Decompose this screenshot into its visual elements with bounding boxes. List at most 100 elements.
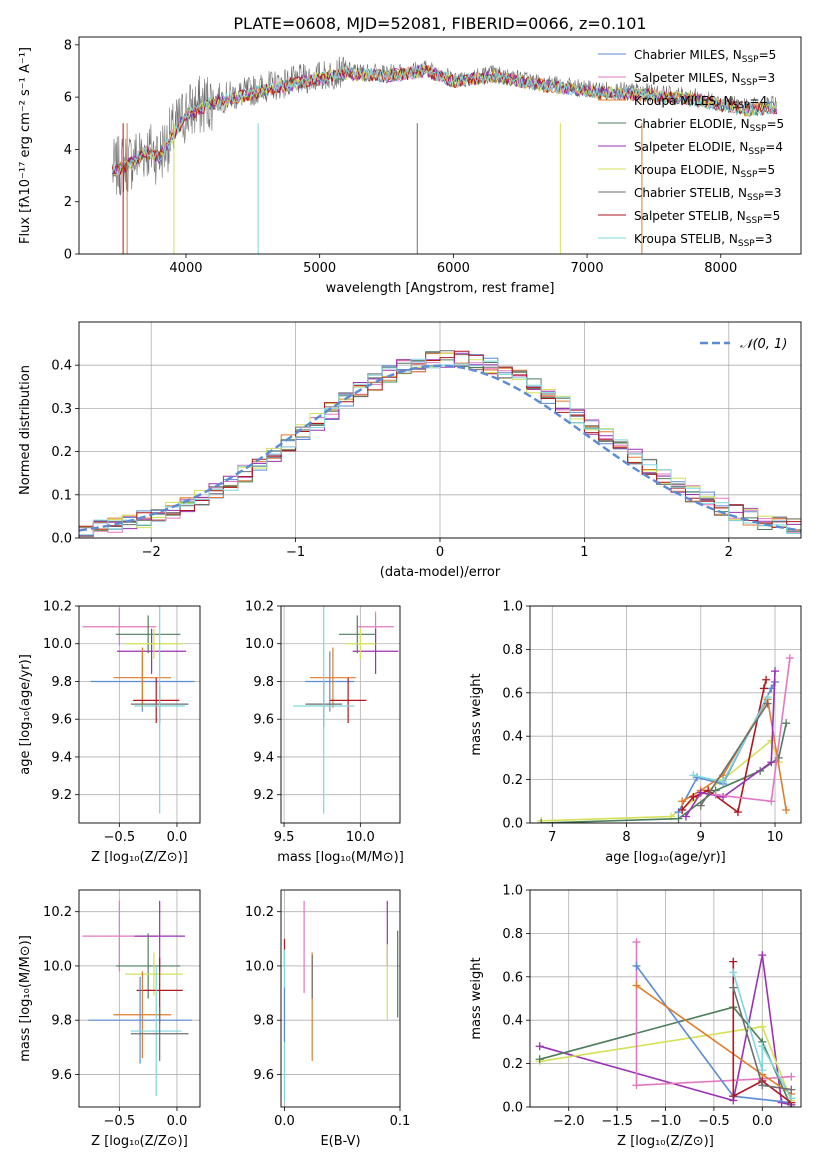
- y-axis-label: mass weight: [469, 957, 484, 1039]
- x-tick-label: 0: [436, 545, 444, 560]
- x-axis-label: age [log₁₀(age/yr)]: [605, 850, 726, 865]
- weight-point-marker: [535, 1055, 544, 1064]
- x-tick-label: 9: [697, 830, 705, 845]
- y-tick-label: 4: [64, 143, 72, 158]
- weight-point-marker: [759, 684, 768, 693]
- weight-vs-age-panel: 7 8 9 10 0.0 0.2 0.4 0.6 0.8 1.0 age [log₁₀(age/yr…: [469, 600, 802, 865]
- weight-point-marker: [729, 968, 738, 977]
- x-tick-label: 0.0: [752, 1114, 773, 1129]
- axes-frame: [280, 605, 401, 824]
- y-tick-label: 2: [64, 195, 72, 210]
- x-tick-label: −2.0: [553, 1114, 585, 1129]
- axes-frame: [280, 889, 401, 1108]
- weight-series-line: [693, 696, 769, 783]
- y-tick-label: 0.3: [51, 402, 72, 417]
- axes-frame: [529, 605, 802, 824]
- y-tick-label: 0.2: [51, 445, 72, 460]
- plot-area: [111, 56, 778, 254]
- weight-series-line: [732, 961, 792, 1104]
- weight-point-marker: [758, 1022, 767, 1031]
- weight-point-marker: [689, 771, 698, 780]
- weight-point-marker: [711, 790, 720, 799]
- weight-series-line: [681, 679, 767, 814]
- y-tick-label: 10.0: [245, 637, 274, 652]
- weight-point-marker: [787, 1094, 796, 1103]
- plot-area: [283, 900, 399, 1102]
- axes-frame: [78, 321, 802, 539]
- weight-point-marker: [729, 957, 738, 966]
- weight-point-marker: [785, 654, 794, 663]
- plot-area: [293, 606, 399, 814]
- y-tick-label: 8: [64, 38, 72, 53]
- weight-point-marker: [763, 699, 772, 708]
- y-tick-label: 1.0: [502, 884, 523, 899]
- weight-series-line: [541, 739, 780, 822]
- y-tick-label: 10.0: [43, 959, 72, 974]
- y-tick-label: 6: [64, 91, 72, 106]
- x-tick-label: −0.5: [104, 830, 136, 845]
- spectrum-model-line: [111, 65, 778, 176]
- legend-label: Salpeter ELODIE, NSSP=4: [634, 140, 783, 157]
- weight-point-marker: [632, 981, 641, 990]
- spectrum-model-line: [111, 65, 778, 175]
- age-vs-metallicity-panel: −0.5 0.0 9.2 9.4 9.6 9.8 10.0 10.2 Z [log₁₀(Z/Z⊙…: [18, 600, 201, 865]
- x-tick-label: 9.5: [274, 830, 295, 845]
- y-axis-label: mass [log₁₀(M/M⊙)]: [18, 935, 33, 1062]
- y-tick-label: 9.8: [51, 675, 72, 690]
- x-tick-label: −2: [142, 545, 161, 560]
- y-tick-label: 9.4: [51, 750, 72, 765]
- legend-label: Kroupa MILES, NSSP=4: [634, 94, 767, 111]
- axes-frame: [529, 889, 802, 1108]
- y-tick-label: 9.8: [51, 1014, 72, 1029]
- y-tick-label: 0.4: [502, 1014, 523, 1029]
- spectrum-panel: 4000 5000 6000 7000 8000 0 2 4 6 8 wavelength [Ang…: [18, 36, 802, 296]
- y-tick-label: 10.2: [245, 905, 274, 920]
- weight-point-marker: [678, 797, 687, 806]
- x-tick-label: 0.0: [167, 1114, 188, 1129]
- weight-point-marker: [758, 951, 767, 960]
- y-tick-label: 9.6: [253, 1068, 274, 1083]
- x-axis-label: (data-model)/error: [380, 565, 501, 580]
- y-tick-label: 9.6: [51, 1068, 72, 1083]
- weight-vs-metallicity-panel: −2.0 −1.5 −1.0 −0.5 0.0 0.0 0.2 0.4 0.6 0.8 1.0 Z […: [469, 884, 802, 1149]
- plot-area: [82, 606, 195, 814]
- weight-point-marker: [719, 777, 728, 786]
- y-tick-label: 9.2: [253, 788, 274, 803]
- legend-label: 𝒩(0, 1): [740, 337, 787, 352]
- mass-vs-ebv-panel: 0.0 0.1 9.6 9.8 10.0 10.2 E(B-V): [245, 889, 411, 1149]
- y-tick-label: 10.2: [245, 600, 274, 615]
- y-tick-label: 9.6: [51, 713, 72, 728]
- plot-area: [537, 654, 794, 823]
- legend-label: Chabrier STELIB, NSSP=3: [634, 186, 782, 203]
- weight-point-marker: [537, 819, 546, 823]
- x-tick-label: 4000: [169, 261, 202, 276]
- x-tick-label: 0.1: [390, 1114, 411, 1129]
- weight-series-line: [732, 972, 792, 1099]
- weight-point-marker: [762, 675, 771, 684]
- y-tick-label: 9.8: [253, 1014, 274, 1029]
- legend-label: Chabrier ELODIE, NSSP=5: [634, 117, 784, 134]
- x-tick-label: 0.0: [274, 1114, 295, 1129]
- x-axis-label: Z [log₁₀(Z/Z⊙)]: [91, 1134, 188, 1149]
- weight-point-marker: [767, 758, 776, 767]
- weight-point-marker: [787, 1072, 796, 1081]
- x-axis-label: mass [log₁₀(M/M⊙)]: [277, 850, 404, 865]
- y-tick-label: 0.8: [502, 643, 523, 658]
- weight-point-marker: [758, 1066, 767, 1075]
- x-tick-label: −1.5: [601, 1114, 633, 1129]
- y-tick-label: 9.4: [253, 750, 274, 765]
- y-axis-label: Normed distribution: [18, 365, 33, 495]
- plot-area: [82, 900, 192, 1097]
- plot-area: [79, 350, 801, 538]
- weight-point-marker: [729, 1092, 738, 1101]
- y-tick-label: 0.8: [502, 927, 523, 942]
- weight-point-marker: [681, 812, 690, 821]
- weight-point-marker: [767, 797, 776, 806]
- weight-point-marker: [782, 805, 791, 814]
- spectrum-model-line: [111, 65, 777, 175]
- y-tick-label: 0.6: [502, 686, 523, 701]
- axes-frame: [78, 889, 201, 1108]
- weight-point-marker: [758, 1042, 767, 1051]
- y-tick-label: 0: [64, 248, 72, 263]
